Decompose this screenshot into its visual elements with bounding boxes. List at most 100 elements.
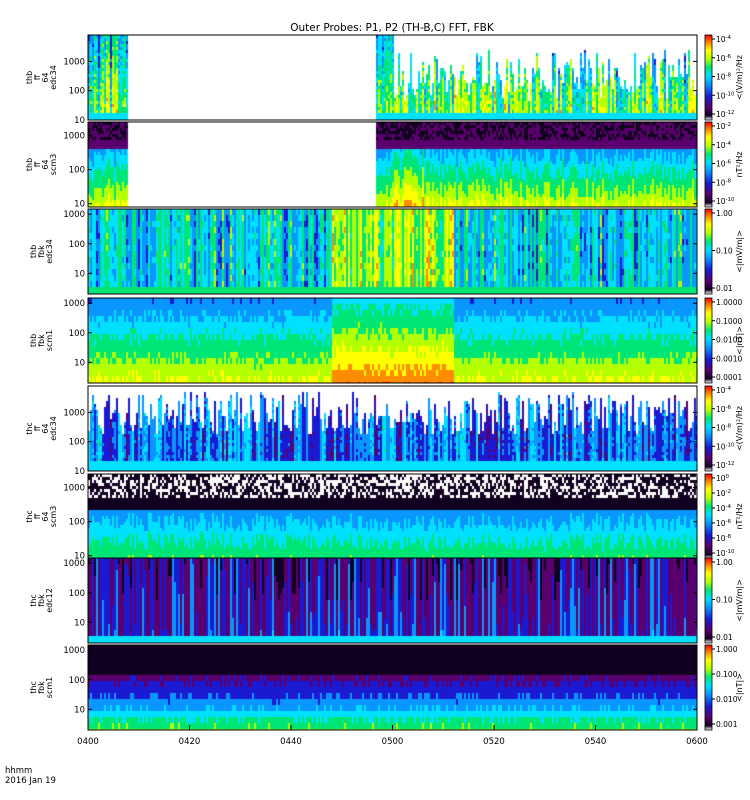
y-axis-label-line: scm1 (45, 330, 54, 351)
y-axis-label-line: edc34 (45, 239, 54, 264)
colorbar-tick-label: 0.0001 (716, 373, 742, 382)
y-axis-label-line: thb (25, 71, 34, 84)
panel-7: 1000 100 10 thc fbk edc12 1.00 0.10 0.01 <|mV/m|> (29, 557, 744, 644)
panel-frame (87, 121, 698, 208)
colorbar-label: <|mV/m|> (735, 230, 744, 273)
y-axis-label-line: fbk (37, 681, 46, 694)
y-tick-label: 10 (74, 269, 85, 279)
panel-frame (87, 208, 698, 295)
y-axis-label-line: 64 (41, 72, 50, 82)
y-tick-label: 100 (69, 329, 85, 339)
colorbar-label: <(V/m)²/Hz (735, 55, 744, 100)
colorbar-tick-label: 100 (716, 474, 730, 483)
y-tick-label: 1000 (63, 484, 85, 494)
y-axis-label-line: 64 (41, 159, 50, 169)
y-tick-label: 10 (74, 116, 85, 126)
panel-3: 1000 100 10 thb fbk edc34 1.00 0.10 0.01 <|mV/m|> (29, 208, 744, 295)
colorbar-tick-label: 0.001 (716, 720, 738, 729)
y-axis-label-line: thc (25, 510, 34, 523)
colorbar-tick-label: 10-4 (716, 141, 732, 150)
y-axis-label-line: ff (33, 74, 42, 80)
y-axis-label-line: thc (25, 422, 34, 435)
panel-1: 1000 100 10 thb ff 64 edc34 10-4 10-6 10-8 10-10 10… (25, 34, 744, 126)
colorbar-label: <|mV/m|> (735, 579, 744, 622)
y-tick-label: 100 (69, 87, 85, 97)
colorbar-tick-label: 0.10 (716, 247, 733, 256)
colorbar-tick-label: 0.01 (716, 633, 733, 642)
spectrogram-image (88, 122, 697, 207)
colorbar-tick-label: 10-8 (716, 178, 732, 187)
colorbar-tick-label: 1.00 (716, 558, 733, 567)
y-tick-label: 100 (69, 438, 85, 448)
y-axis-label-line: 64 (41, 511, 50, 521)
colorbar (704, 644, 713, 731)
y-tick-label: 10 (74, 467, 85, 477)
spectrogram-image (88, 474, 697, 559)
x-tick-label: 0400 (77, 737, 99, 747)
colorbar (704, 385, 713, 472)
x-axis-label-line-2: 2016 Jan 19 (5, 776, 56, 786)
colorbar (704, 297, 713, 384)
colorbar-tick-label: 10-8 (716, 424, 732, 433)
panel-frame (87, 297, 698, 384)
panel-frame (87, 557, 698, 644)
panel-5: 1000 100 10 thc ff 64 edc34 10-4 10-6 10-8 10-10 10… (25, 385, 744, 477)
colorbar-tick-label: 0.10 (716, 596, 733, 605)
y-axis-label-line: ff (33, 161, 42, 167)
y-tick-label: 10 (74, 200, 85, 210)
x-tick-label: 0540 (585, 737, 607, 747)
colorbar-tick-label: 10-8 (716, 73, 732, 82)
colorbar-tick-label: 10-4 (716, 386, 732, 395)
x-tick-label: 0600 (686, 737, 708, 747)
panel-4: 1000 100 10 thb fbk scm1 1.0000 0.1000 0.0100 0.0… (29, 297, 744, 384)
spectrogram-image (88, 645, 697, 730)
y-tick-label: 1000 (63, 646, 85, 656)
colorbar-tick-label: 10-4 (716, 504, 732, 513)
y-axis-label-line: ff (33, 425, 42, 431)
x-axis: 0400 0420 0440 0500 0520 0540 0600 (77, 725, 708, 747)
colorbar-tick-label: 0.01 (716, 284, 733, 293)
x-tick-label: 0520 (483, 737, 505, 747)
spectrogram-image (88, 558, 697, 643)
y-axis-label-line: edc34 (49, 416, 58, 441)
y-axis-label-line: thc (29, 681, 38, 694)
y-tick-label: 10 (74, 358, 85, 368)
colorbar (704, 34, 713, 121)
x-tick-label: 0420 (179, 737, 201, 747)
panel-6: 1000 100 10 thc ff 64 scm3 100 10-2 10-4 10-6 10-8 1… (25, 473, 744, 562)
spectrogram-image (88, 386, 697, 471)
colorbar-tick-label: 1.00 (716, 209, 733, 218)
colorbar (704, 208, 713, 295)
colorbar-tick-label: 0.010 (716, 695, 738, 704)
panel-frame (87, 385, 698, 472)
y-axis-label-line: thb (29, 245, 38, 258)
spectrogram-image (88, 298, 697, 383)
y-axis-label-line: fbk (37, 594, 46, 607)
y-axis-label-line: 64 (41, 423, 50, 433)
y-axis-label-line: edc34 (49, 65, 58, 90)
colorbar-tick-label: 10-10 (716, 442, 735, 451)
colorbar-tick-label: 10-4 (716, 35, 732, 44)
colorbar-tick-label: 10-10 (716, 91, 735, 100)
y-tick-label: 10 (74, 618, 85, 628)
y-tick-label: 1000 (63, 132, 85, 142)
y-axis-label-line: thb (25, 158, 34, 171)
colorbar-tick-label: 1.000 (716, 645, 738, 654)
colorbar-label: nT²/Hz (735, 151, 744, 177)
colorbar-tick-label: 0.100 (716, 670, 738, 679)
colorbar-tick-label: 10-2 (716, 489, 731, 498)
y-axis-label-line: scm3 (49, 154, 58, 175)
colorbar-label: nT²/Hz (735, 503, 744, 529)
colorbar-label: <(V/m)²/Hz (735, 406, 744, 451)
y-tick-label: 10 (74, 552, 85, 562)
colorbar (704, 121, 713, 208)
colorbar-label: <|nT|> (735, 326, 744, 355)
colorbar (704, 473, 713, 560)
y-tick-label: 100 (69, 676, 85, 686)
y-tick-label: 100 (69, 518, 85, 528)
y-axis-label-line: fbk (37, 245, 46, 258)
colorbar-tick-label: 10-10 (716, 549, 735, 558)
colorbar (704, 557, 713, 644)
colorbar-tick-label: 10-10 (716, 197, 735, 206)
